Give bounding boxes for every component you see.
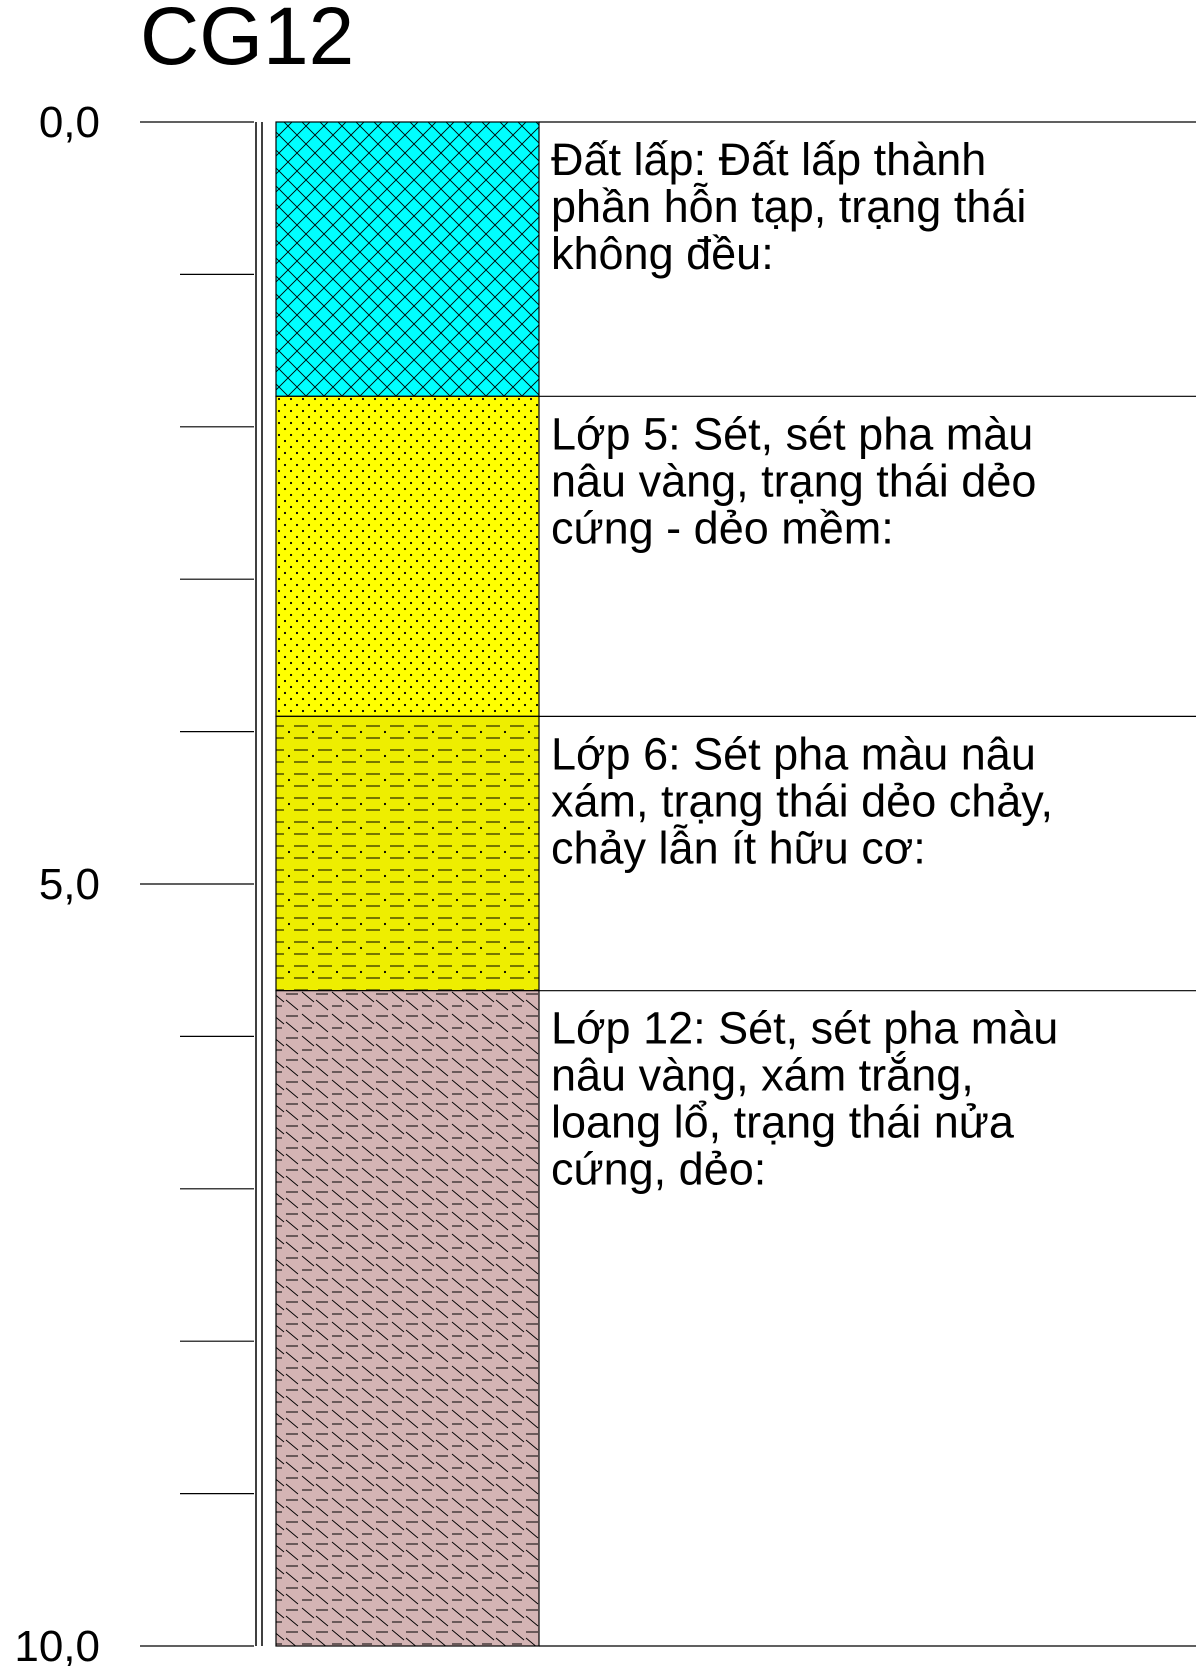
layer-description-line: loang lổ, trạng thái nửa [551,1097,1015,1148]
soil-layers: Đất lấp: Đất lấp thành phần hỗn tạp, trạn… [275,121,1196,1647]
layer-description: Lớp 6: Sét pha màu nâu xám, trạng thái dẻ… [551,728,1053,873]
layer-fill-dash-dot-fill [275,715,540,992]
layer-description: Lớp 5: Sét, sét pha màu nâu vàng, trạng t… [551,408,1036,553]
depth-axis: 0,0 5,0 10,0 [14,98,263,1666]
depth-ticks [140,121,254,1647]
soil-layer: Lớp 12: Sét, sét pha màu nâu vàng, xám tr… [275,990,1196,1647]
layer-description-line: xám, trạng thái dẻo chảy, [551,775,1053,826]
layer-fill-crosshatch-fill [275,121,540,397]
layer-description-line: Đất lấp: Đất lấp thành [551,134,986,185]
borehole-title: CG12 [140,0,354,82]
layer-fill-dot-fill [275,395,540,717]
layer-description-line: chảy lẫn ít hữu cơ: [551,822,926,873]
depth-label: 5,0 [39,860,100,909]
soil-layer: Lớp 5: Sét, sét pha màu nâu vàng, trạng t… [275,395,1196,717]
soil-layer: Lớp 6: Sét pha màu nâu xám, trạng thái dẻ… [275,715,1196,992]
layer-description-line: Lớp 6: Sét pha màu nâu [551,728,1036,779]
layer-description-line: Lớp 5: Sét, sét pha màu [551,408,1033,459]
depth-label: 0,0 [39,98,100,147]
layer-description: Đất lấp: Đất lấp thành phần hỗn tạp, trạn… [551,134,1026,279]
depth-label: 10,0 [14,1622,100,1666]
layer-description-line: Lớp 12: Sét, sét pha màu [551,1003,1058,1054]
layer-description-line: phần hỗn tạp, trạng thái [551,181,1026,232]
layer-fill-slash-dash-fill [275,990,540,1647]
layer-description-line: không đều: [551,228,774,279]
layer-description-line: nâu vàng, xám trắng, [551,1050,974,1101]
layer-description-line: cứng, dẻo: [551,1144,766,1195]
layer-description-line: nâu vàng, trạng thái dẻo [551,455,1036,506]
layer-description-line: cứng - dẻo mềm: [551,502,894,553]
soil-layer: Đất lấp: Đất lấp thành phần hỗn tạp, trạn… [275,121,1196,397]
depth-labels: 0,0 5,0 10,0 [14,98,100,1666]
layer-description: Lớp 12: Sét, sét pha màu nâu vàng, xám tr… [551,1003,1058,1195]
